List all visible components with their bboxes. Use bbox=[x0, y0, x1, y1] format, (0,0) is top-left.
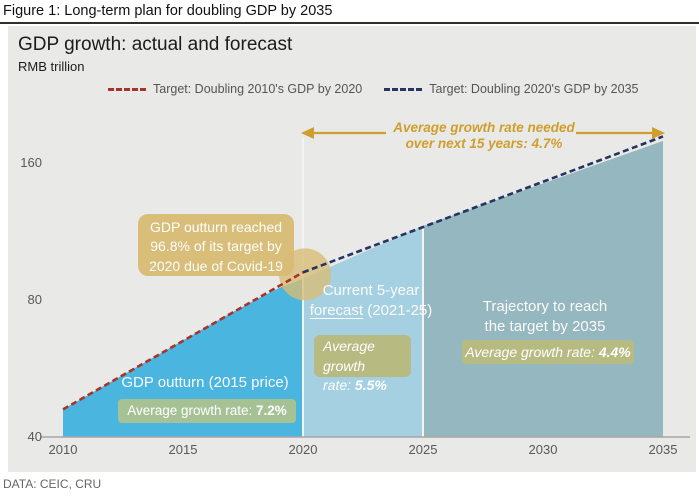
rate-label: Average growth bbox=[323, 338, 375, 374]
area-trajectory-to-reach-the-target-by-2035 bbox=[423, 140, 663, 438]
forecast-rate-badge: Average growth rate: 5.5% bbox=[314, 335, 411, 393]
x-tick-2020: 2020 bbox=[288, 442, 318, 457]
data-source: DATA: CEIC, CRU bbox=[3, 477, 102, 491]
trajectory-rate-badge: Average growth rate: 4.4% bbox=[462, 340, 634, 364]
chart-legend: Target: Doubling 2010's GDP by 2020 Targ… bbox=[108, 82, 639, 96]
legend-label: Target: Doubling 2010's GDP by 2020 bbox=[153, 82, 363, 96]
rate-value: 7.2% bbox=[256, 403, 287, 418]
legend-label: Target: Doubling 2020's GDP by 2035 bbox=[429, 82, 639, 96]
rate-value: 4.4% bbox=[598, 344, 631, 360]
y-tick-160: 160 bbox=[20, 155, 42, 170]
area-gdp-outturn-2015-price bbox=[63, 278, 303, 437]
rate-label: Average growth rate: bbox=[127, 403, 253, 418]
forecast-label-rest: (2021-25) bbox=[363, 301, 433, 319]
y-tick-80: 80 bbox=[27, 292, 42, 307]
growth-needed-annotation: Average growth rate needed over next 15 … bbox=[393, 120, 575, 151]
chart-title: GDP growth: actual and forecast bbox=[18, 34, 293, 55]
chart-unit-label: RMB trillion bbox=[18, 59, 85, 74]
target-line-target-doubling-2010-s-gdp-by-2020 bbox=[62, 271, 304, 411]
x-tick-2035: 2035 bbox=[648, 442, 678, 457]
red-dashed-line-icon bbox=[108, 87, 146, 91]
legend-item-target-2035: Target: Doubling 2020's GDP by 2035 bbox=[384, 82, 639, 96]
figure-title-rule bbox=[0, 22, 699, 24]
area-current-5-year-forecast-2021-25 bbox=[303, 226, 423, 437]
gdp-area-chart bbox=[40, 127, 690, 438]
y-tick-40: 40 bbox=[27, 429, 42, 444]
x-tick-2030: 2030 bbox=[528, 442, 558, 457]
outturn-rate-badge: Average growth rate: 7.2% bbox=[118, 399, 296, 423]
x-tick-2015: 2015 bbox=[168, 442, 198, 457]
x-tick-2025: 2025 bbox=[408, 442, 438, 457]
chart-panel: GDP growth: actual and forecast RMB tril… bbox=[8, 26, 696, 472]
forecast-label-underlined: forecast bbox=[309, 301, 364, 319]
rate-label: Average growth rate: bbox=[465, 344, 595, 360]
arrow-right-head-icon bbox=[652, 127, 665, 139]
figure-title: Figure 1: Long-term plan for doubling GD… bbox=[3, 3, 333, 19]
rate-label: rate: bbox=[323, 377, 352, 394]
covid-callout: GDP outturn reached 96.8% of its target … bbox=[138, 214, 294, 276]
forecast-area-label: Current 5-year forecast (2021-25) bbox=[299, 281, 443, 320]
navy-dashed-line-icon bbox=[384, 87, 423, 91]
trajectory-area-label: Trajectory to reach the target by 2035 bbox=[482, 298, 608, 335]
arrow-left-head-icon bbox=[301, 127, 314, 139]
x-tick-2010: 2010 bbox=[48, 442, 78, 457]
rate-value: 5.5% bbox=[354, 377, 387, 394]
outturn-area-label: GDP outturn (2015 price) bbox=[121, 374, 289, 391]
legend-item-target-2020: Target: Doubling 2010's GDP by 2020 bbox=[108, 82, 362, 96]
forecast-label-line1: Current 5-year bbox=[322, 282, 420, 299]
target-line-target-doubling-2020-s-gdp-by-2035 bbox=[302, 135, 664, 274]
